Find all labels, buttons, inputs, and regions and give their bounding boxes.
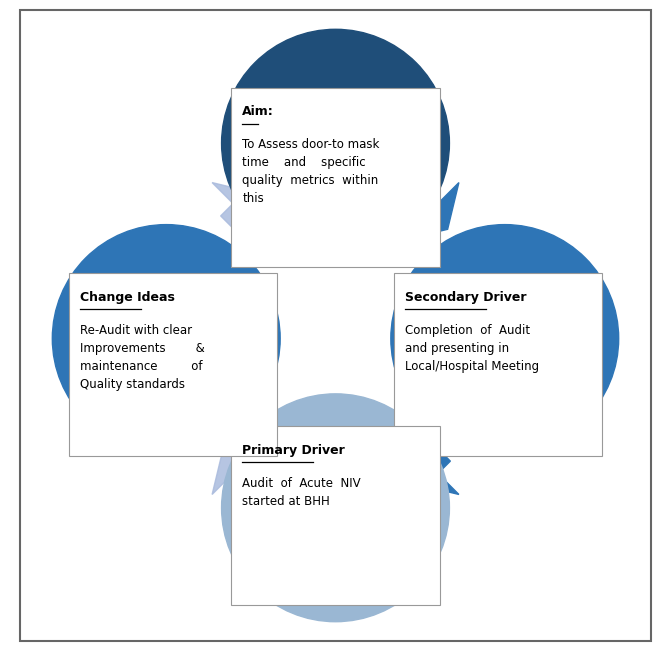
Polygon shape [401,182,459,241]
Polygon shape [212,436,270,495]
Text: Aim:: Aim: [242,105,274,118]
FancyBboxPatch shape [394,273,603,456]
Text: Re-Audit with clear
Improvements        &
maintenance         of
Quality standar: Re-Audit with clear Improvements & maint… [80,324,205,391]
Text: To Assess door-to mask
time    and    specific
quality  metrics  within
this: To Assess door-to mask time and specific… [242,138,380,205]
Text: Primary Driver: Primary Driver [242,444,345,457]
Text: Audit  of  Acute  NIV
started at BHH: Audit of Acute NIV started at BHH [242,477,361,508]
Circle shape [391,225,619,452]
Circle shape [221,394,450,622]
FancyBboxPatch shape [231,426,440,605]
Text: Completion  of  Audit
and presenting in
Local/Hospital Meeting: Completion of Audit and presenting in Lo… [405,324,539,372]
Polygon shape [212,182,270,241]
FancyBboxPatch shape [68,273,277,456]
Polygon shape [401,436,459,495]
Text: Change Ideas: Change Ideas [80,291,174,304]
Circle shape [52,225,280,452]
FancyBboxPatch shape [231,88,440,267]
Circle shape [221,29,450,257]
Text: Secondary Driver: Secondary Driver [405,291,527,304]
